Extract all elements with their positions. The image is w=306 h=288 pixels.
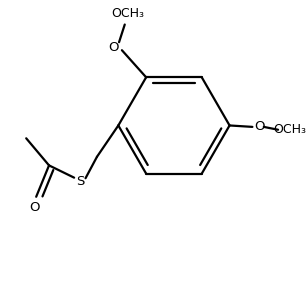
Text: O: O (109, 41, 119, 54)
Text: O: O (254, 120, 265, 133)
Text: OCH₃: OCH₃ (273, 123, 306, 136)
Text: OCH₃: OCH₃ (111, 7, 144, 20)
Text: S: S (76, 175, 84, 187)
Text: O: O (29, 201, 40, 214)
